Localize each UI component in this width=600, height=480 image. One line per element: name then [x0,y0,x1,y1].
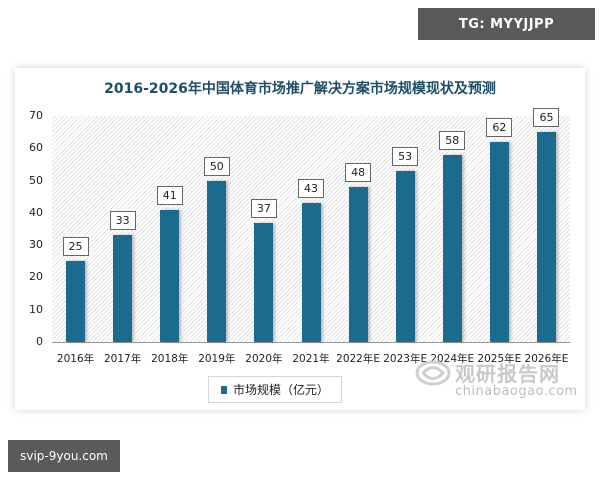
x-tick-label: 2021年 [292,353,330,365]
y-tick-label: 60 [29,141,43,155]
bar [160,209,180,342]
bar [207,180,227,342]
data-label: 25 [62,237,89,257]
brand-logo-icon [415,360,451,386]
legend-label: 市场规模（亿元） [232,383,329,397]
data-label: 50 [203,156,230,176]
y-tick-label: 40 [29,205,43,219]
x-tick-label: 2017年 [104,353,142,365]
data-label: 41 [156,185,183,205]
chart-title: 2016-2026年中国体育市场推广解决方案市场规模现状及预测 [104,81,496,97]
y-tick-label: 0 [36,335,43,348]
y-tick-label: 50 [29,173,43,187]
bar [301,203,321,342]
x-tick-label: 2019年 [198,353,236,365]
bar [395,170,415,342]
x-tick-label: 2020年 [245,353,283,365]
x-tick-label: 2018年 [151,353,189,365]
x-tick-label: 2026年E [524,353,569,365]
data-label: 48 [345,163,372,183]
y-tick-label: 30 [29,238,43,252]
data-label: 37 [250,198,277,218]
bar [348,187,368,342]
brand-watermark: 观研报告网 chinabaogao.com [415,358,580,400]
brand-name-en: chinabaogao.com [455,384,578,399]
bar [442,154,462,342]
x-tick-label: 2016年 [56,353,95,365]
y-tick-label: 20 [29,270,43,284]
data-label: 62 [486,117,513,137]
y-tick-label: 10 [29,302,43,316]
x-tick-label: 2025年E [477,353,522,365]
data-label: 65 [533,108,560,128]
data-label: 58 [439,130,466,150]
bar [66,261,86,342]
x-tick-label: 2022年E [336,353,380,365]
data-label: 33 [109,211,136,231]
chart-card: 2016-2026年中国体育市场推广解决方案市场规模现状及预测 0 10 20 30 4… [15,68,585,410]
x-axis-line [52,342,570,343]
bar [536,132,556,342]
y-tick-label: 70 [29,109,43,122]
x-tick-label: 2023年E [383,353,428,365]
legend-swatch-icon [220,385,227,394]
bar [254,222,274,342]
watermark-top: TG: MYYJJPP [418,8,595,40]
legend: 市场规模（亿元） [208,376,342,403]
bar [489,141,509,342]
data-label: 43 [298,179,324,199]
watermark-bottom: svip-9you.com [8,440,120,472]
data-label: 53 [392,146,419,166]
brand-name-cn: 观研报告网 [455,362,560,386]
bar [113,235,133,342]
